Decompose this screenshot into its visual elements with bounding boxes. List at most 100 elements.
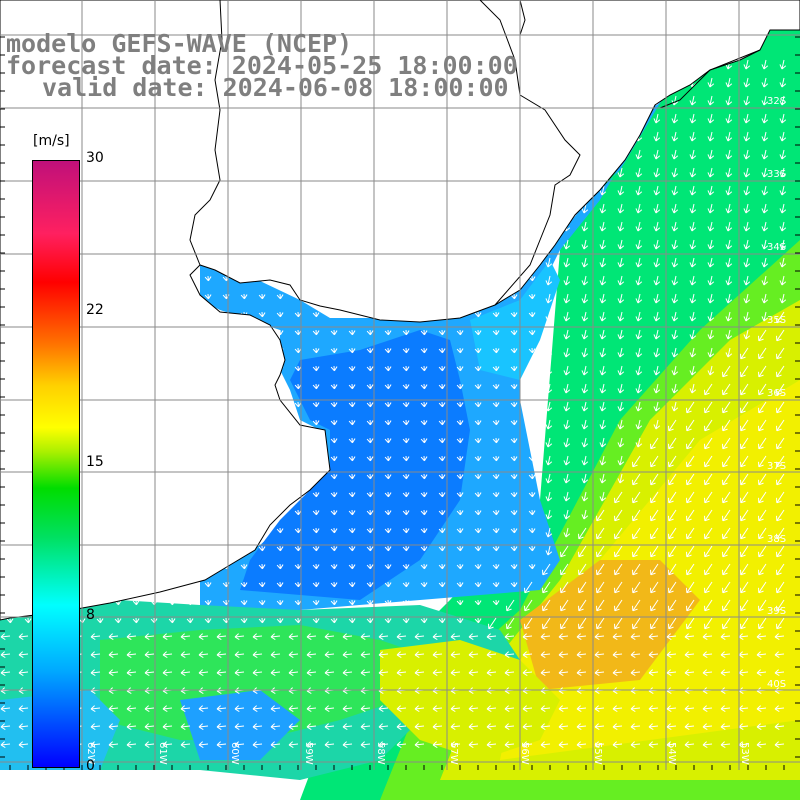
- wind-arrow: [756, 723, 767, 730]
- wind-arrow: [545, 545, 553, 556]
- wind-arrow: [563, 419, 571, 430]
- wind-arrow: [635, 365, 643, 376]
- wind-arrow: [612, 651, 623, 658]
- graticule: [0, 0, 800, 770]
- wind-arrow: [378, 633, 389, 640]
- wind-arrow: [740, 455, 749, 468]
- wind-arrow: [348, 545, 356, 552]
- wind-arrow: [596, 581, 605, 594]
- wind-arrow: [420, 401, 428, 408]
- wind-arrow: [312, 527, 320, 534]
- wind-arrow: [492, 437, 500, 444]
- wind-arrow: [432, 705, 443, 712]
- wind-arrow: [420, 617, 428, 624]
- wind-arrow: [378, 651, 389, 658]
- wind-arrow: [366, 473, 374, 480]
- wind-arrow: [306, 633, 317, 640]
- wind-arrow: [258, 545, 266, 552]
- lon-label: 62W: [85, 742, 96, 765]
- wind-arrow: [438, 437, 446, 444]
- wind-arrow: [90, 633, 101, 640]
- wind-arrow: [686, 455, 695, 468]
- wind-arrow: [524, 581, 533, 594]
- wind-arrow: [18, 669, 29, 676]
- wind-arrow: [545, 293, 553, 304]
- wind-arrow: [384, 599, 392, 606]
- wind-arrow: [144, 723, 155, 730]
- wind-arrow: [653, 419, 661, 430]
- wind-arrow: [761, 59, 769, 70]
- wind-arrow: [504, 741, 515, 748]
- wind-arrow: [576, 705, 587, 712]
- wind-arrow: [330, 599, 338, 606]
- wind-arrow: [707, 257, 715, 268]
- wind-arrow: [234, 741, 245, 748]
- wind-arrow: [438, 347, 446, 354]
- wind-arrow: [348, 455, 356, 462]
- wind-arrow: [702, 723, 713, 730]
- wind-arrow: [560, 581, 569, 594]
- wind-arrow: [456, 401, 464, 408]
- wind-arrow: [743, 167, 751, 178]
- wind-arrow: [617, 275, 625, 286]
- wind-arrow: [563, 239, 571, 250]
- wind-arrow: [510, 527, 518, 534]
- wind-arrow: [653, 239, 661, 250]
- wind-arrow: [599, 185, 607, 196]
- wind-arrow: [720, 651, 731, 658]
- wind-arrow: [722, 365, 731, 378]
- wind-arrow: [420, 419, 428, 426]
- wind-arrow: [312, 419, 320, 426]
- wind-arrow: [743, 149, 751, 160]
- wind-arrow: [614, 617, 623, 630]
- wind-arrow: [510, 545, 518, 552]
- wind-arrow: [756, 669, 767, 676]
- wind-arrow: [258, 599, 266, 606]
- wind-arrow: [438, 563, 446, 570]
- wind-arrow: [492, 347, 500, 354]
- wind-arrow: [330, 347, 338, 354]
- wind-arrow: [524, 617, 533, 630]
- wind-arrow: [402, 563, 410, 570]
- wind-arrow: [671, 401, 679, 412]
- wind-arrow: [432, 633, 443, 640]
- lat-label: 32S: [767, 96, 786, 107]
- wind-arrow: [384, 527, 392, 534]
- wind-arrow: [653, 329, 661, 340]
- wind-arrow: [653, 131, 661, 142]
- wind-arrow: [668, 455, 677, 468]
- wind-arrow: [468, 651, 479, 658]
- wind-arrow: [578, 581, 587, 594]
- wind-arrow: [420, 365, 428, 372]
- wind-arrow: [743, 293, 751, 304]
- wind-arrow: [774, 723, 785, 730]
- wind-arrow: [776, 311, 785, 324]
- wind-arrow: [504, 705, 515, 712]
- wind-arrow: [596, 527, 605, 540]
- wind-arrow: [312, 581, 320, 588]
- color-scale-legend: [m/s] 30 22 15 8 0: [30, 130, 110, 775]
- wind-arrow: [456, 509, 464, 516]
- wind-arrow: [671, 149, 679, 160]
- wind-arrow: [234, 723, 245, 730]
- wind-arrow: [234, 633, 245, 640]
- wind-arrow: [650, 545, 659, 558]
- wind-arrow: [758, 347, 767, 360]
- wind-arrow: [312, 329, 320, 336]
- wind-arrow: [545, 509, 553, 520]
- wind-arrow: [707, 365, 715, 376]
- wind-arrow: [528, 455, 536, 462]
- wind-arrow: [774, 669, 785, 676]
- wind-arrow: [384, 545, 392, 552]
- wind-arrow: [258, 563, 266, 570]
- wind-arrow: [108, 705, 119, 712]
- wind-arrow: [725, 311, 733, 322]
- wind-arrow: [456, 455, 464, 462]
- wind-arrow: [504, 633, 515, 640]
- wind-arrow: [545, 527, 553, 538]
- wind-arrow: [614, 545, 623, 558]
- wind-arrow: [126, 723, 137, 730]
- wind-arrow: [506, 599, 515, 612]
- wind-arrow: [312, 347, 320, 354]
- wind-arrow: [348, 491, 356, 498]
